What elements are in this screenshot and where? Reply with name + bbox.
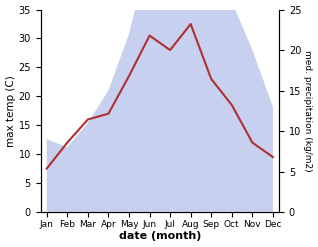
Y-axis label: max temp (C): max temp (C) [5, 75, 16, 147]
Y-axis label: med. precipitation (kg/m2): med. precipitation (kg/m2) [303, 50, 313, 172]
X-axis label: date (month): date (month) [119, 231, 201, 242]
